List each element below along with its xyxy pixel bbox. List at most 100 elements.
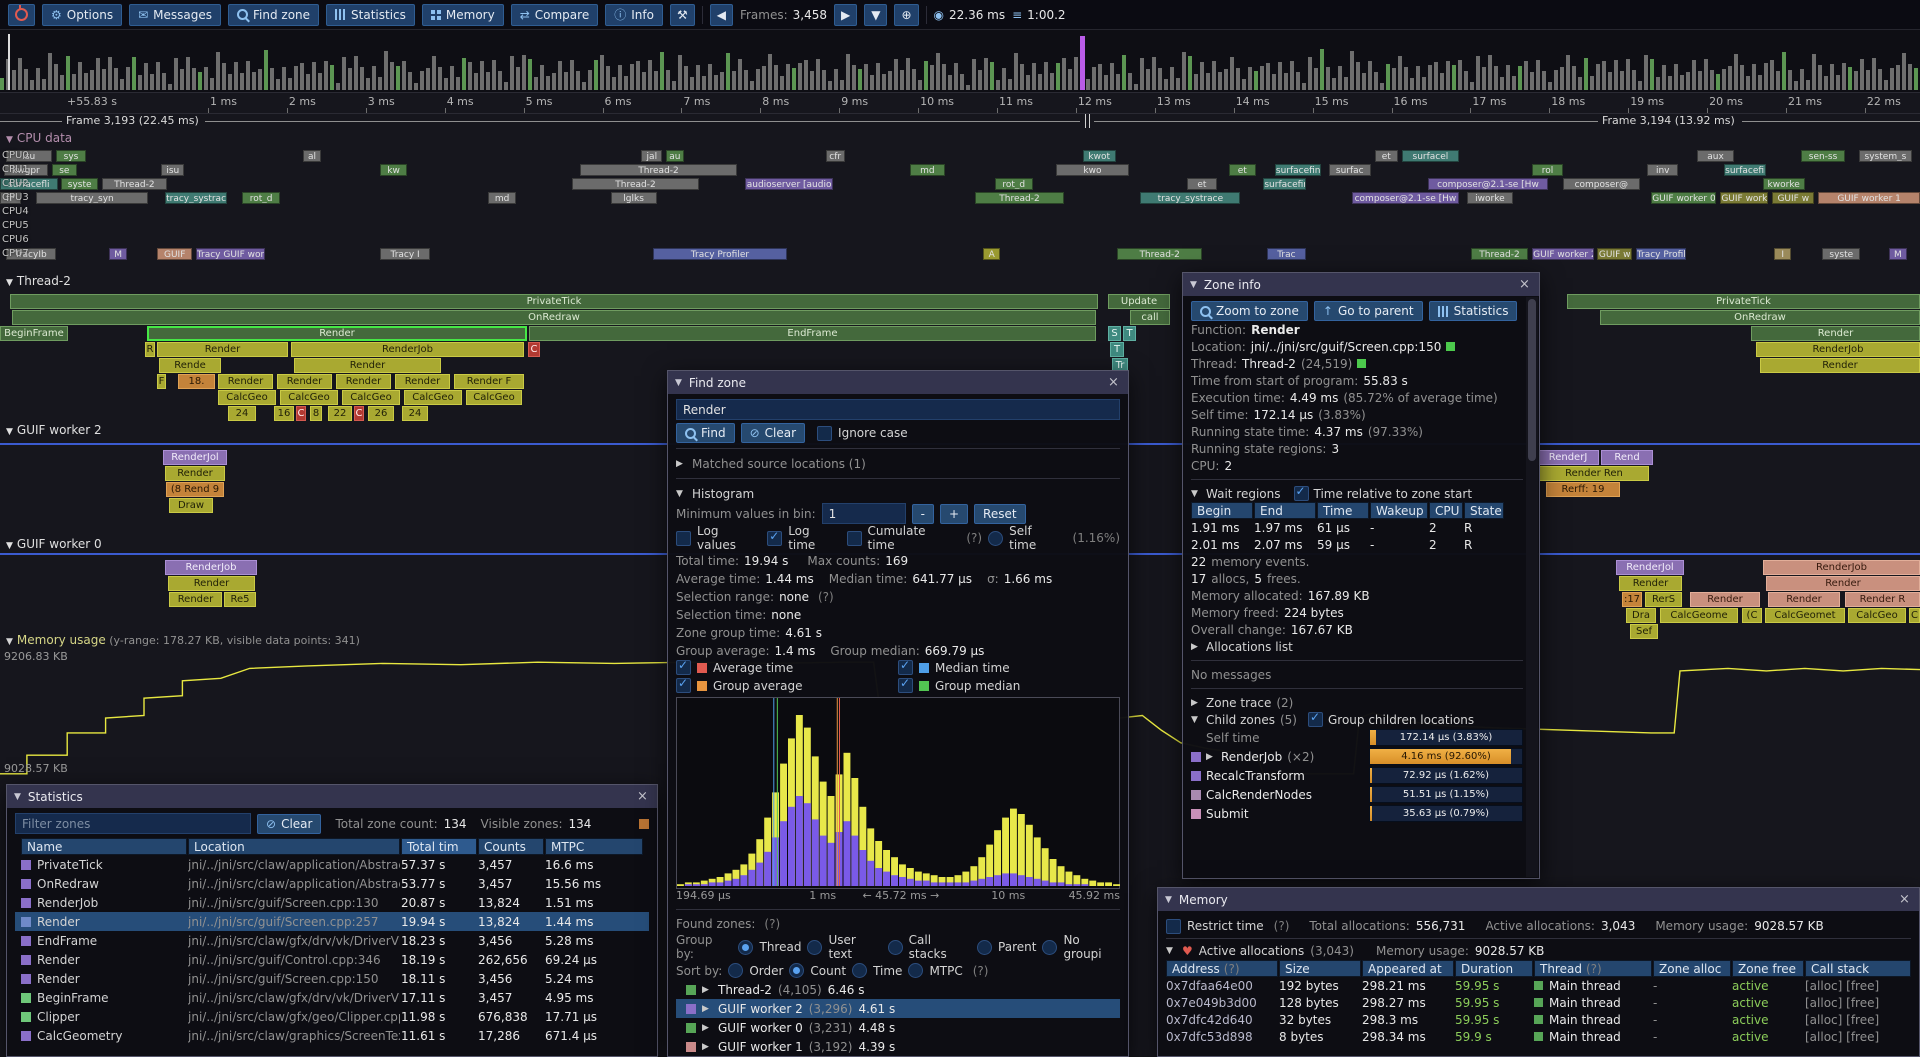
compare-button[interactable]: ⇄ Compare [510,3,599,26]
collapse-arrow-icon[interactable]: ▼ [676,488,683,499]
cpu-zone[interactable]: GUIF w [1597,248,1632,260]
zone[interactable]: Rerff: 19 [1546,482,1620,497]
zone[interactable]: RenderJob [291,342,524,357]
wait-column-state[interactable]: State [1464,502,1504,519]
legend-checkbox[interactable] [676,658,691,675]
zone[interactable]: Dra [1626,608,1656,623]
relative-time-checkbox[interactable] [1293,484,1309,501]
cpu-zone[interactable]: GUIF worker 2 [1532,248,1594,260]
cpu-zone[interactable]: system_s [1858,150,1913,162]
zone[interactable]: Render [1619,576,1682,591]
cpu-zone[interactable]: Trac [1267,248,1306,260]
tools-button[interactable]: ⚒ [669,3,695,26]
zone[interactable]: (8 Rend 9 [166,482,224,497]
scrollbar-thumb[interactable] [1528,299,1536,462]
messages-button[interactable]: ✉ Messages [129,3,221,26]
zone[interactable]: CalcGeo [404,390,462,405]
cpu-zone[interactable]: md [910,164,945,176]
legend-checkbox[interactable] [676,676,691,693]
frame-markers[interactable]: Frame 3,193 (22.45 ms) Frame 3,194 (13.92… [0,113,1920,130]
cpu-zone[interactable]: Thread-2 [572,178,699,190]
zone[interactable]: 24 [228,406,256,421]
source-available-icon[interactable] [1446,342,1456,351]
min-bin-decrease-button[interactable]: - [911,503,934,524]
cpu-zone[interactable]: composer@2.1-se [Hw [1428,178,1548,190]
zone[interactable]: CalcGeo [218,390,276,405]
zone[interactable]: OnRedraw [1600,310,1920,325]
next-frame-button[interactable]: ▶ [833,3,858,26]
cpu-zone[interactable]: jal [641,150,663,162]
child-zone-row[interactable]: CalcRenderNodes 51.51 µs (1.15%) [1191,785,1523,804]
zone[interactable]: RenderJ [1537,450,1599,465]
collapse-arrow-icon[interactable]: ▼ [1191,714,1198,725]
zone[interactable]: T [1123,326,1136,341]
clear-button[interactable]: ⊘ Clear [740,423,806,443]
zone[interactable]: S [1108,326,1121,341]
found-zone-group[interactable]: ▶ Thread-2 (4,105) 6.46 s [676,980,1120,999]
collapse-icon[interactable]: ▼ [675,377,682,388]
legend-checkbox[interactable] [898,658,913,675]
zone[interactable]: 26 [368,406,394,421]
zone-info-titlebar[interactable]: ▼ Zone info × [1183,273,1539,296]
allocation-address[interactable]: 0x7dfc53d898 [1166,1029,1253,1044]
cpu-zone[interactable]: TracyIb [5,248,56,260]
memory-column-address[interactable]: Address (?) [1166,960,1278,977]
collapse-arrow-icon[interactable]: ▼ [6,637,13,647]
zone[interactable]: CalcGeo [1848,608,1906,623]
log-values-checkbox[interactable] [676,530,691,546]
zone[interactable]: Render [1690,592,1760,607]
group-by-radio-parent[interactable] [977,939,993,955]
zone[interactable]: PrivateTick [10,294,1098,309]
cpu-zone[interactable]: iworke [1466,192,1513,204]
go-to-parent-button[interactable]: ↑ Go to parent [1313,301,1423,321]
cpu-zone[interactable]: Tracy I [380,248,431,260]
cpu-zone[interactable]: kworke [1762,178,1805,190]
alloc-callstack-link[interactable]: [alloc] [1805,1029,1847,1044]
child-zone-row[interactable]: Self time 172.14 µs (3.83%) [1191,728,1523,747]
zone[interactable]: Rend [1601,450,1653,465]
wait-regions-header[interactable]: ▼ Wait regions Time relative to zone sta… [1191,484,1523,502]
min-bin-input[interactable]: 1 [821,503,906,524]
help-icon[interactable]: (?) [818,590,834,604]
zone[interactable]: EndFrame [529,326,1096,341]
zone[interactable]: 18. [178,374,215,389]
cpu-zone[interactable]: Thread-2 [101,178,168,190]
cpu-zone[interactable]: tracy_systrace [165,192,227,204]
reset-button[interactable]: Reset [974,503,1026,524]
cpu-zone[interactable]: M [1889,248,1907,260]
zone[interactable]: Render [157,342,288,357]
log-time-checkbox[interactable] [767,529,783,546]
cpu-zone[interactable]: tracy_syn [36,192,148,204]
collapse-arrow-icon[interactable]: ▼ [6,427,13,437]
zone[interactable]: Render Ren [1539,466,1649,481]
range-limit-icon[interactable] [639,818,649,829]
cpu-zone[interactable]: rot_d [241,192,281,204]
cumulate-time-checkbox[interactable] [846,530,862,546]
zone-search-input[interactable]: Render [676,399,1120,420]
zone[interactable]: Render [1751,326,1920,341]
collapse-arrow-icon[interactable]: ▼ [1191,488,1198,499]
zone[interactable]: C [354,406,364,421]
cpu-zone[interactable]: se [51,164,77,176]
histogram-plot[interactable] [676,697,1120,889]
zone[interactable]: Render [168,576,255,591]
goto-frame-button[interactable]: ⊕ [894,3,919,26]
cpu-data-label[interactable]: ▼ CPU data [6,131,73,145]
frame-label-right[interactable]: Frame 3,194 (13.92 ms) [1602,114,1735,127]
memory-allocation-row[interactable]: 0x7dfc42d640 32 bytes 298.3 ms 59.95 s Main … [1166,1012,1880,1027]
memory-allocation-row[interactable]: 0x7dfaa64e00 192 bytes 298.21 ms 59.95 s Mai… [1166,978,1880,993]
cpu-zone[interactable]: Tracy Profiler [1635,248,1686,260]
column-header-location[interactable]: Location [188,838,400,855]
cpu-zone[interactable]: surfacefli [0,178,58,190]
memory-button[interactable]: Memory [421,3,504,26]
found-zone-group[interactable]: ▶ GUIF worker 2 (3,296) 4.61 s [676,999,1120,1018]
cpu-zone[interactable]: aux [1697,150,1734,162]
group-by-radio-user-text[interactable] [807,939,823,955]
options-button[interactable]: ⚙ Options [42,3,123,26]
zone[interactable]: RenderJob [1763,560,1920,575]
collapse-arrow-icon[interactable]: ▼ [6,135,13,145]
found-zone-group[interactable]: ▶ GUIF worker 0 (3,231) 4.48 s [676,1018,1120,1037]
help-icon[interactable]: (?) [1273,919,1290,933]
cpu-zone[interactable]: fP [0,192,22,204]
zone[interactable]: Re5 [224,592,256,607]
